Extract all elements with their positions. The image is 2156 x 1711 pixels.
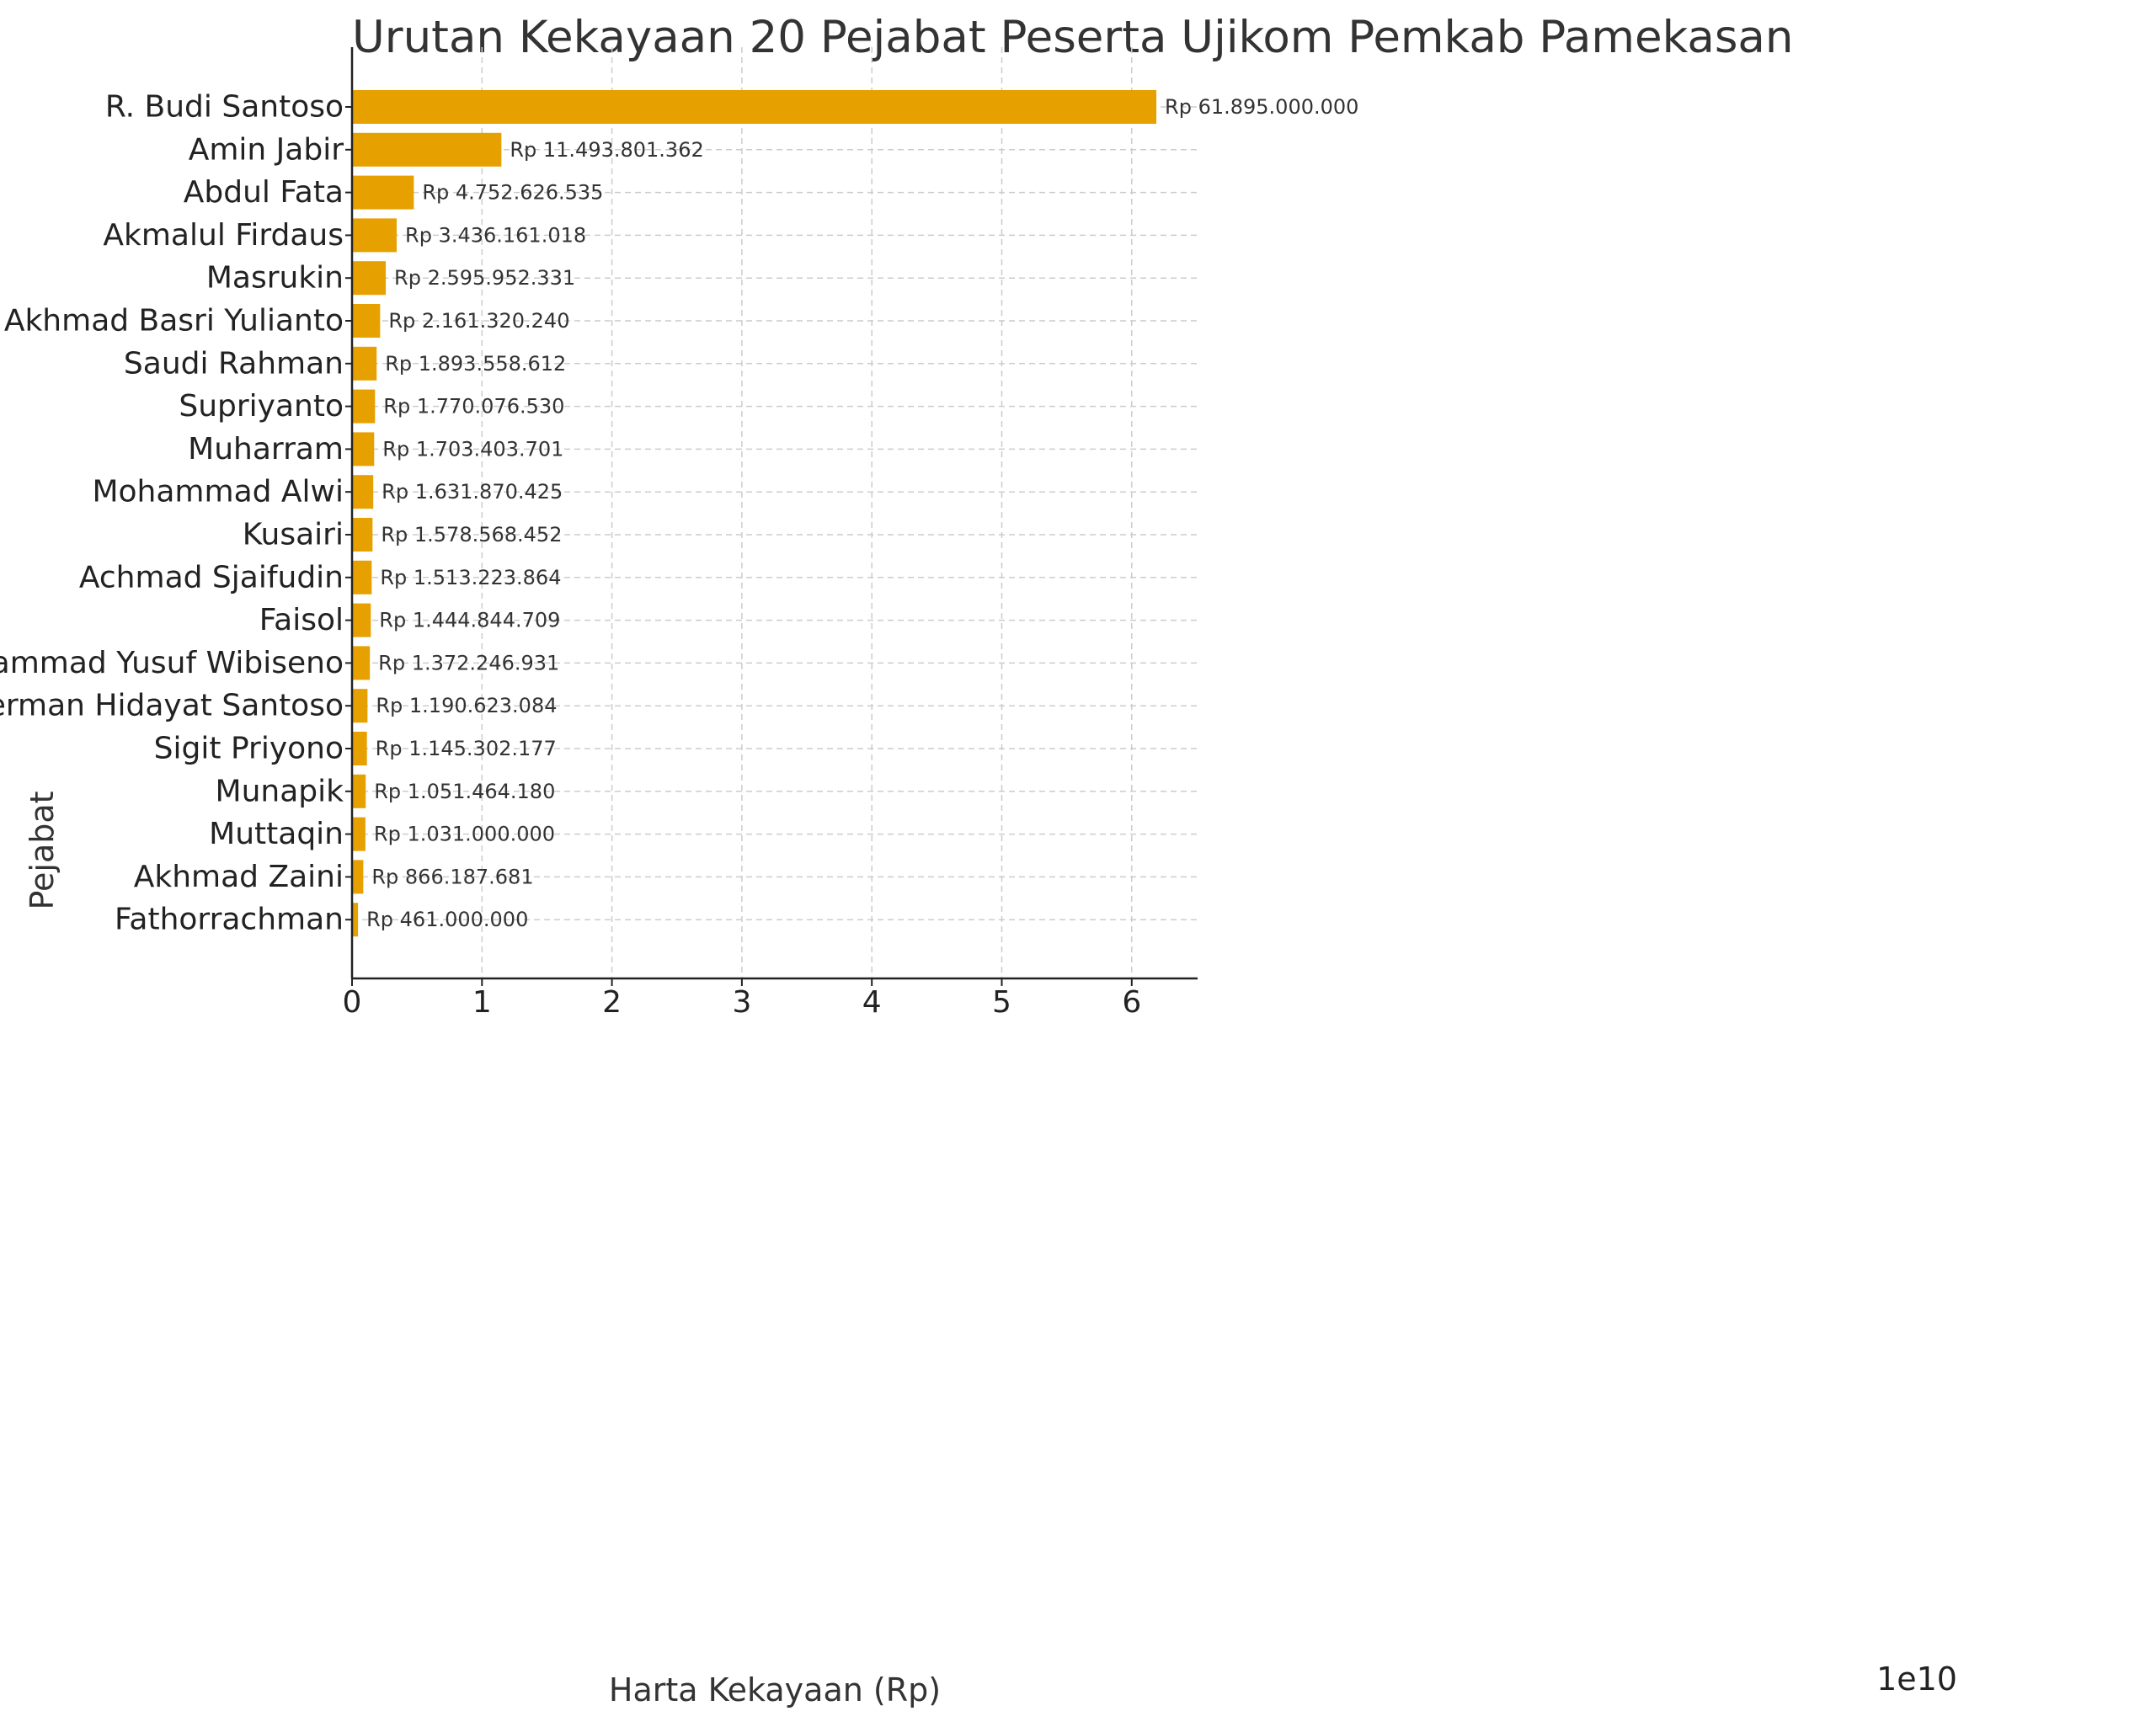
data-label: Rp 3.436.161.018 (405, 223, 586, 247)
data-label: Rp 461.000.000 (366, 908, 528, 931)
bar (352, 175, 414, 210)
data-label: Rp 1.513.223.864 (380, 566, 561, 589)
x-tick-label: 2 (602, 985, 622, 1020)
data-label: Rp 4.752.626.535 (422, 181, 603, 205)
x-tick-label: 6 (1122, 985, 1141, 1020)
bar (352, 689, 368, 723)
y-tick-label: Akhmad Basri Yulianto (4, 304, 344, 338)
data-label: Rp 1.372.246.931 (378, 651, 559, 674)
data-label: Rp 2.595.952.331 (394, 266, 575, 290)
bar (352, 518, 373, 552)
y-tick-label: Munapik (216, 774, 344, 808)
y-tick-label: Herman Hidayat Santoso (0, 689, 344, 723)
y-tick-label: Sigit Priyono (154, 732, 344, 766)
y-tick-label: R. Budi Santoso (105, 90, 344, 125)
data-label: Rp 1.145.302.177 (376, 737, 557, 760)
data-label: Rp 1.444.844.709 (379, 609, 560, 632)
bar (352, 218, 398, 253)
y-tick-label: Muttaqin (209, 817, 344, 851)
data-label: Rp 1.631.870.425 (382, 480, 563, 504)
data-label: Rp 2.161.320.240 (388, 309, 569, 333)
bar (352, 389, 376, 424)
y-tick-label: Amin Jabir (189, 132, 344, 167)
data-label: Rp 61.895.000.000 (1165, 95, 1358, 119)
bar (352, 560, 372, 594)
y-tick-label: Mohammad Alwi (92, 475, 344, 509)
y-tick-label: Achmad Sjaifudin (79, 560, 344, 594)
data-label: Rp 1.051.464.180 (374, 780, 555, 803)
data-label: Rp 1.703.403.701 (382, 437, 563, 461)
y-tick-label: Fathorrachman (115, 903, 344, 937)
data-label: Rp 866.187.681 (371, 865, 533, 888)
data-label: Rp 11.493.801.362 (510, 138, 703, 162)
bar (352, 903, 359, 937)
data-label: Rp 1.578.568.452 (381, 523, 562, 546)
y-tick-label: Akhmad Zaini (134, 860, 344, 894)
x-axis-label: Harta Kekayaan (Rp) (608, 1671, 942, 1708)
x-tick-label: 0 (343, 985, 362, 1020)
y-tick-label: Masrukin (206, 261, 344, 296)
bar (352, 817, 366, 851)
x-tick-label: 4 (862, 985, 882, 1020)
y-tick-label: Saudi Rahman (124, 346, 344, 381)
y-tick-label: Abdul Fata (184, 175, 344, 210)
bar (352, 860, 364, 894)
y-tick-label: Mohammad Yusuf Wibiseno (0, 646, 344, 680)
x-tick-label: 1 (472, 985, 492, 1020)
bar (352, 603, 371, 637)
data-label: Rp 1.893.558.612 (385, 352, 566, 376)
data-label: Rp 1.031.000.000 (374, 823, 555, 846)
bar (352, 432, 375, 466)
bar (352, 646, 371, 680)
data-label: Rp 1.770.076.530 (383, 395, 564, 418)
bar (352, 475, 374, 509)
y-tick-label: Kusairi (243, 518, 344, 552)
bar (352, 132, 502, 167)
bar (352, 304, 381, 338)
y-tick-label: Supriyanto (179, 389, 344, 424)
data-label: Rp 1.190.623.084 (376, 694, 557, 717)
y-tick-label: Muharram (188, 432, 344, 466)
bar (352, 732, 367, 765)
x-axis-offset-label: 1e10 (1876, 1660, 1957, 1698)
bar (352, 774, 366, 808)
bar (352, 90, 1157, 124)
x-tick-label: 5 (992, 985, 1011, 1020)
bar (352, 346, 377, 381)
y-tick-label: Faisol (259, 603, 344, 637)
bar (352, 261, 387, 296)
x-tick-label: 3 (732, 985, 751, 1020)
y-tick-label: Akmalul Firdaus (103, 218, 344, 253)
